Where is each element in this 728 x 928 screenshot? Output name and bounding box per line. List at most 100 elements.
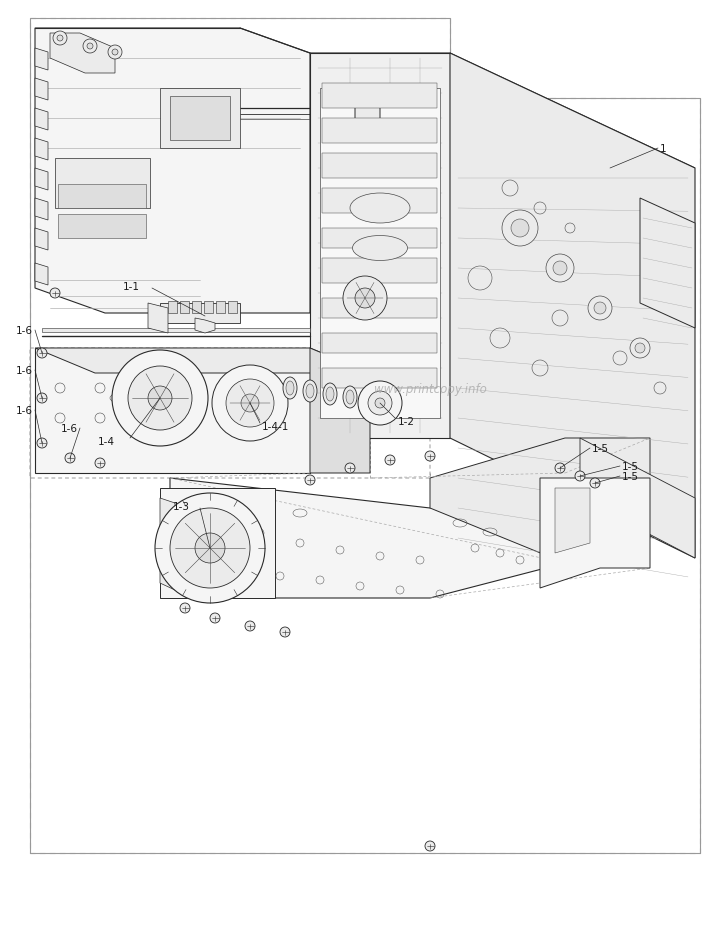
Text: 1-1: 1-1 [123, 282, 140, 291]
Circle shape [546, 254, 574, 283]
Circle shape [375, 398, 385, 408]
Text: 1-4-1: 1-4-1 [262, 421, 289, 432]
Circle shape [170, 509, 250, 588]
Polygon shape [320, 89, 440, 419]
Ellipse shape [286, 381, 294, 395]
Circle shape [305, 475, 315, 485]
Polygon shape [35, 199, 48, 221]
Circle shape [343, 277, 387, 321]
Text: 1-4: 1-4 [98, 436, 115, 446]
Polygon shape [35, 139, 48, 161]
Circle shape [112, 351, 208, 446]
Ellipse shape [343, 387, 357, 408]
Circle shape [212, 366, 288, 442]
Ellipse shape [303, 380, 317, 403]
Circle shape [635, 343, 645, 354]
Polygon shape [42, 329, 310, 332]
Text: 1: 1 [660, 144, 667, 154]
Circle shape [112, 50, 118, 56]
Polygon shape [35, 79, 48, 101]
Bar [322, 299, 437, 318]
Polygon shape [35, 49, 48, 71]
Circle shape [425, 452, 435, 461]
Polygon shape [160, 498, 175, 590]
Polygon shape [35, 264, 48, 286]
Polygon shape [310, 349, 370, 473]
Polygon shape [170, 473, 565, 599]
Circle shape [57, 36, 63, 42]
Circle shape [37, 349, 47, 358]
Circle shape [555, 463, 565, 473]
Circle shape [425, 841, 435, 851]
Circle shape [108, 46, 122, 60]
Circle shape [280, 627, 290, 638]
Text: www.printcopy.info: www.printcopy.info [373, 382, 486, 395]
Polygon shape [580, 439, 695, 559]
Bar [322, 368, 437, 389]
Text: 1-6: 1-6 [61, 423, 78, 433]
Circle shape [83, 40, 97, 54]
Bar [170, 97, 230, 141]
Ellipse shape [323, 383, 337, 406]
Polygon shape [310, 54, 450, 439]
Polygon shape [450, 54, 695, 559]
Ellipse shape [326, 388, 334, 402]
Bar [180, 302, 189, 314]
Polygon shape [430, 439, 650, 563]
Circle shape [148, 387, 172, 410]
Bar [322, 188, 437, 213]
Ellipse shape [350, 194, 410, 224]
Text: 1-5: 1-5 [592, 444, 609, 454]
Circle shape [50, 289, 60, 299]
Polygon shape [35, 349, 370, 374]
Text: 1-2: 1-2 [398, 417, 415, 427]
Ellipse shape [283, 378, 297, 400]
Circle shape [590, 479, 600, 488]
Bar [322, 119, 437, 144]
Bar [322, 229, 437, 249]
Circle shape [65, 454, 75, 463]
Polygon shape [160, 488, 275, 599]
Circle shape [594, 303, 606, 315]
Circle shape [128, 367, 192, 431]
Circle shape [226, 380, 274, 428]
Text: 1-5: 1-5 [622, 471, 639, 482]
Circle shape [53, 32, 67, 46]
Circle shape [95, 458, 105, 469]
Bar [322, 334, 437, 354]
Circle shape [575, 471, 585, 482]
Bar [168, 302, 177, 314]
Polygon shape [148, 303, 168, 334]
Text: 1-6: 1-6 [16, 326, 33, 336]
Bar [322, 84, 437, 109]
Bar [58, 185, 146, 209]
Circle shape [385, 456, 395, 466]
Polygon shape [35, 229, 48, 251]
Circle shape [155, 494, 265, 603]
Bar [160, 89, 240, 148]
Text: 1-3: 1-3 [173, 501, 190, 511]
Bar [58, 214, 146, 238]
Circle shape [588, 297, 612, 321]
Text: 1-5: 1-5 [622, 461, 639, 471]
Polygon shape [50, 34, 115, 74]
Polygon shape [35, 29, 310, 314]
Circle shape [355, 289, 375, 309]
Circle shape [553, 262, 567, 276]
Circle shape [368, 392, 392, 416]
Bar [228, 302, 237, 314]
Bar [55, 159, 150, 209]
Circle shape [180, 603, 190, 613]
Circle shape [502, 211, 538, 247]
Ellipse shape [346, 391, 354, 405]
Circle shape [37, 439, 47, 448]
Bar [322, 154, 437, 179]
Text: 1-6: 1-6 [16, 366, 33, 376]
Ellipse shape [352, 237, 408, 261]
Bar [204, 302, 213, 314]
Circle shape [630, 339, 650, 358]
Circle shape [87, 44, 93, 50]
Polygon shape [160, 303, 240, 324]
Polygon shape [35, 349, 310, 473]
Polygon shape [355, 101, 380, 121]
